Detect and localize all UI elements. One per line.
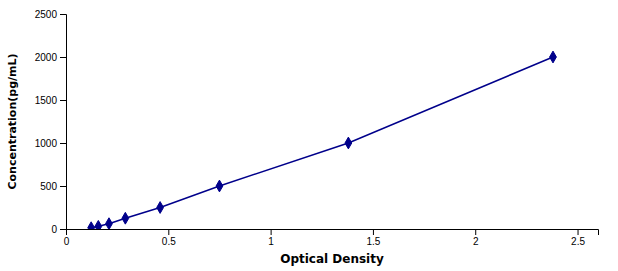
- x-tick: 2.5: [571, 229, 585, 247]
- y-tick-mark: [60, 143, 66, 144]
- x-tick: 1: [268, 229, 274, 247]
- plot-area: 0 0.5 1 1.5 2 2.5 0 500 1000 1500 2000 2500: [35, 9, 599, 247]
- marker: [550, 51, 557, 63]
- y-tick-mark: [60, 186, 66, 187]
- x-axis: 0 0.5 1 1.5 2 2.5: [64, 229, 599, 247]
- marker: [106, 218, 113, 229]
- x-tick-label: 0: [64, 236, 70, 247]
- y-axis-line: [60, 15, 67, 230]
- y-tick-label: 2000: [35, 52, 58, 63]
- y-tick-label: 1000: [35, 138, 58, 149]
- x-tick-mark: [168, 229, 169, 235]
- x-tick: 2: [473, 229, 479, 247]
- y-tick: 500: [40, 181, 66, 192]
- x-tick-mark: [475, 229, 476, 235]
- y-tick-mark: [60, 229, 66, 230]
- marker: [88, 222, 95, 229]
- y-tick: 0: [51, 224, 66, 235]
- y-tick-label: 1500: [35, 95, 58, 106]
- y-tick: 2000: [35, 52, 66, 63]
- x-tick-mark: [578, 229, 579, 235]
- x-tick: 0.5: [162, 229, 176, 247]
- y-tick-label: 0: [51, 224, 57, 235]
- x-tick-label: 1: [268, 236, 274, 247]
- x-tick-mark: [373, 229, 374, 235]
- x-axis-line: [67, 230, 599, 236]
- x-tick-label: 0.5: [162, 236, 176, 247]
- x-tick-label: 1.5: [366, 236, 380, 247]
- x-tick: 1.5: [366, 229, 380, 247]
- x-tick-label: 2: [473, 236, 479, 247]
- marker: [122, 212, 129, 224]
- x-axis-title: Optical Density: [280, 252, 384, 266]
- line: [91, 57, 553, 228]
- y-tick: 1000: [35, 138, 66, 149]
- x-tick-mark: [271, 229, 272, 235]
- y-tick-label: 500: [40, 181, 57, 192]
- marker: [157, 202, 164, 214]
- y-tick: 1500: [35, 95, 66, 106]
- y-tick-mark: [60, 57, 66, 58]
- y-axis-title: Concentration(pg/mL): [6, 53, 19, 189]
- x-tick: 0: [64, 229, 70, 247]
- marker: [216, 180, 223, 192]
- marker: [95, 220, 102, 229]
- y-tick-mark: [60, 100, 66, 101]
- y-tick: 2500: [35, 9, 66, 20]
- x-tick-label: 2.5: [571, 236, 585, 247]
- y-tick-label: 2500: [35, 9, 58, 20]
- y-tick-mark: [60, 14, 66, 15]
- marks: [88, 51, 557, 229]
- y-axis: 0 500 1000 1500 2000 2500: [35, 9, 67, 235]
- marker: [345, 137, 352, 149]
- chart: 0 0.5 1 1.5 2 2.5 0 500 1000 1500 2000 2500 Optical …: [0, 0, 618, 271]
